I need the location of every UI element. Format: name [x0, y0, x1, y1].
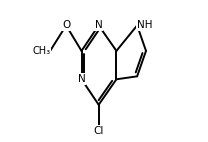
Text: O: O: [62, 20, 70, 30]
Text: N: N: [95, 20, 103, 30]
Text: CH₃: CH₃: [32, 46, 50, 56]
Text: Cl: Cl: [93, 126, 104, 136]
Text: N: N: [78, 74, 85, 84]
Text: NH: NH: [137, 20, 153, 30]
